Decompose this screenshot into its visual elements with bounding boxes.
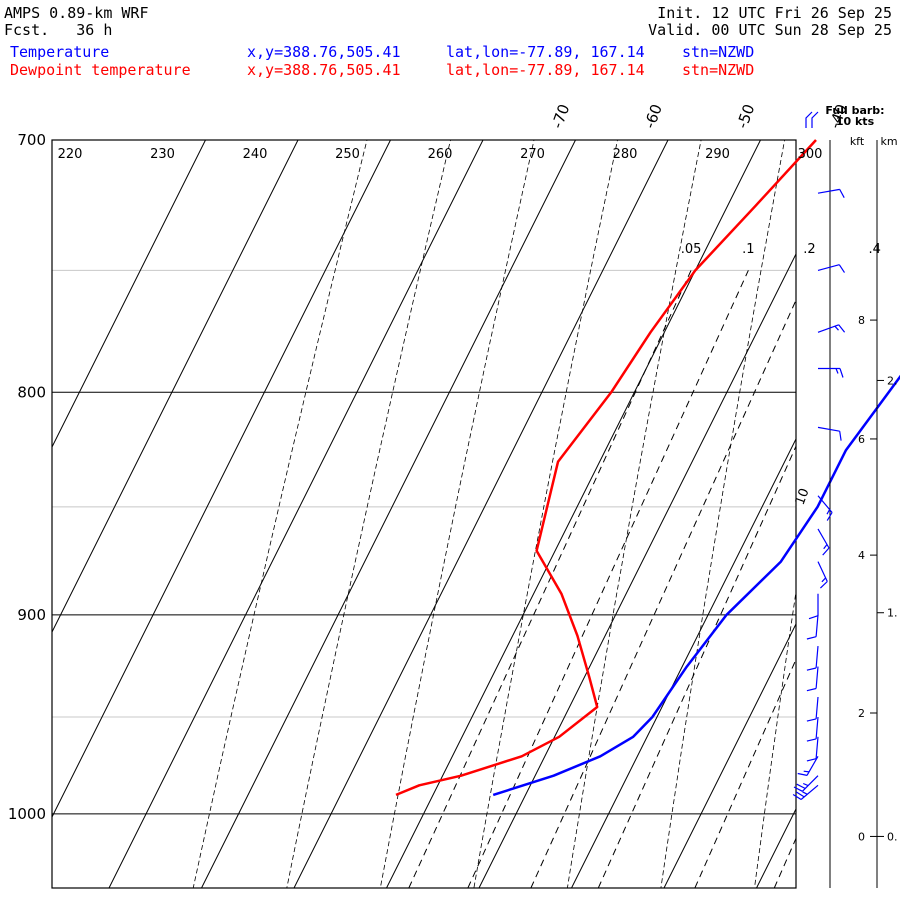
kft-value: 4 bbox=[858, 549, 865, 562]
wind-barb bbox=[817, 324, 846, 333]
dry-adiabat bbox=[566, 140, 702, 888]
init-time: Init. 12 UTC Fri 26 Sep 25 bbox=[657, 4, 892, 22]
mixing-ratio-line bbox=[773, 837, 796, 888]
mixing-ratio-line bbox=[408, 270, 692, 888]
axis-labels: 7008009001000-70-60-50-40-30-20-10022023… bbox=[8, 102, 881, 823]
wind-legend-title: Full barb: bbox=[825, 104, 884, 117]
isotherm bbox=[52, 140, 391, 819]
theta-label: 280 bbox=[613, 147, 638, 162]
plot-border bbox=[51, 139, 797, 889]
isotherm bbox=[52, 140, 299, 634]
kft-value: 8 bbox=[858, 314, 865, 327]
mixing-ratio-line bbox=[597, 445, 796, 888]
legend-barb bbox=[805, 111, 819, 128]
moist-adiabat-label: 10 bbox=[793, 486, 813, 507]
mixing-ratio-line bbox=[823, 270, 900, 888]
wind-barb bbox=[806, 696, 819, 722]
plot-frame bbox=[51, 139, 900, 889]
mixing-ratio-line bbox=[860, 270, 900, 888]
model-title: AMPS 0.89-km WRF bbox=[4, 4, 149, 22]
isotherm bbox=[663, 622, 796, 888]
wind-barb bbox=[817, 426, 842, 441]
wind-barb bbox=[806, 646, 819, 671]
plot-area bbox=[52, 113, 900, 900]
wind-barb bbox=[818, 367, 844, 378]
isotherm bbox=[52, 140, 206, 449]
wind-barb bbox=[808, 593, 819, 620]
wind-barb bbox=[792, 784, 819, 801]
mixing-ratio-label: .05 bbox=[681, 242, 702, 257]
mixing-ratio-label: .2 bbox=[803, 242, 815, 257]
pressure-label-800: 800 bbox=[17, 383, 46, 401]
temperature-profile bbox=[492, 374, 900, 797]
wind-panel: Full barb:10 kts kft km 8 6 4 2 0 2. 1. 0. bbox=[792, 104, 898, 888]
theta-label: 230 bbox=[150, 147, 175, 162]
dry-adiabat bbox=[286, 140, 451, 888]
temperature-label: -60 bbox=[641, 102, 666, 131]
temperature-label: -70 bbox=[548, 102, 573, 131]
theta-label: 270 bbox=[520, 147, 545, 162]
theta-label: 300 bbox=[798, 147, 823, 162]
mixing-ratio-line bbox=[530, 298, 796, 888]
temperature-label: -50 bbox=[733, 102, 758, 131]
dry-adiabat bbox=[754, 588, 796, 888]
theta-label: 290 bbox=[705, 147, 730, 162]
km-value: 1. bbox=[887, 607, 898, 620]
temperature-xy: x,y=388.76,505.41 bbox=[247, 43, 401, 61]
pressure-label-1000: 1000 bbox=[8, 805, 46, 823]
wind-barb bbox=[817, 561, 828, 589]
dewpoint-latlon: lat,lon=-77.89, 167.14 bbox=[446, 61, 645, 79]
isotherm bbox=[571, 437, 796, 888]
valid-time: Valid. 00 UTC Sun 28 Sep 25 bbox=[648, 21, 892, 39]
wind-barb bbox=[817, 188, 845, 198]
kft-value: 6 bbox=[858, 433, 865, 446]
dewpoint-legend: Dewpoint temperature bbox=[10, 61, 191, 79]
isotherm bbox=[293, 140, 669, 888]
dewpoint-xy: x,y=388.76,505.41 bbox=[247, 61, 401, 79]
wind-legend-scale: 10 kts bbox=[836, 115, 875, 128]
theta-label: 250 bbox=[335, 147, 360, 162]
pressure-label-900: 900 bbox=[17, 606, 46, 624]
wind-barb bbox=[806, 736, 819, 762]
wind-barb bbox=[806, 716, 819, 742]
wind-barb bbox=[817, 264, 846, 273]
wind-barb bbox=[806, 614, 819, 640]
kft-label: kft bbox=[850, 135, 865, 148]
forecast-hour: Fcst. 36 h bbox=[4, 21, 113, 39]
km-value: 0. bbox=[887, 830, 898, 843]
temperature-station: stn=NZWD bbox=[682, 43, 755, 61]
isotherm bbox=[201, 140, 576, 888]
mixing-ratio-label: .1 bbox=[742, 242, 754, 257]
mixing-ratio-line bbox=[467, 270, 749, 888]
wind-barb bbox=[793, 775, 819, 792]
dewpoint-profile bbox=[395, 139, 817, 797]
theta-label: 260 bbox=[428, 147, 453, 162]
temperature-legend: Temperature bbox=[10, 43, 110, 61]
dry-adiabat bbox=[192, 140, 368, 888]
dry-adiabat bbox=[846, 113, 900, 900]
km-value: 2. bbox=[887, 374, 898, 387]
temperature-latlon: lat,lon=-77.89, 167.14 bbox=[446, 43, 645, 61]
isotherm bbox=[478, 252, 796, 888]
theta-label: 220 bbox=[58, 147, 83, 162]
dewpoint-station: stn=NZWD bbox=[682, 61, 755, 79]
theta-label: 240 bbox=[243, 147, 268, 162]
km-label: km bbox=[880, 135, 897, 148]
kft-value: 2 bbox=[858, 707, 865, 720]
wind-barb bbox=[797, 756, 819, 776]
dry-adiabat bbox=[473, 140, 618, 888]
kft-value: 0 bbox=[858, 830, 865, 843]
isotherm bbox=[386, 140, 761, 888]
dry-adiabat bbox=[660, 140, 786, 888]
isotherm bbox=[108, 140, 484, 888]
wind-barb bbox=[806, 666, 819, 692]
mixing-ratio-line bbox=[694, 658, 796, 888]
wind-barb bbox=[817, 528, 830, 556]
wind-barb bbox=[817, 495, 833, 521]
mixing-ratio-label: .4 bbox=[869, 242, 881, 257]
pressure-label-700: 700 bbox=[17, 131, 46, 149]
